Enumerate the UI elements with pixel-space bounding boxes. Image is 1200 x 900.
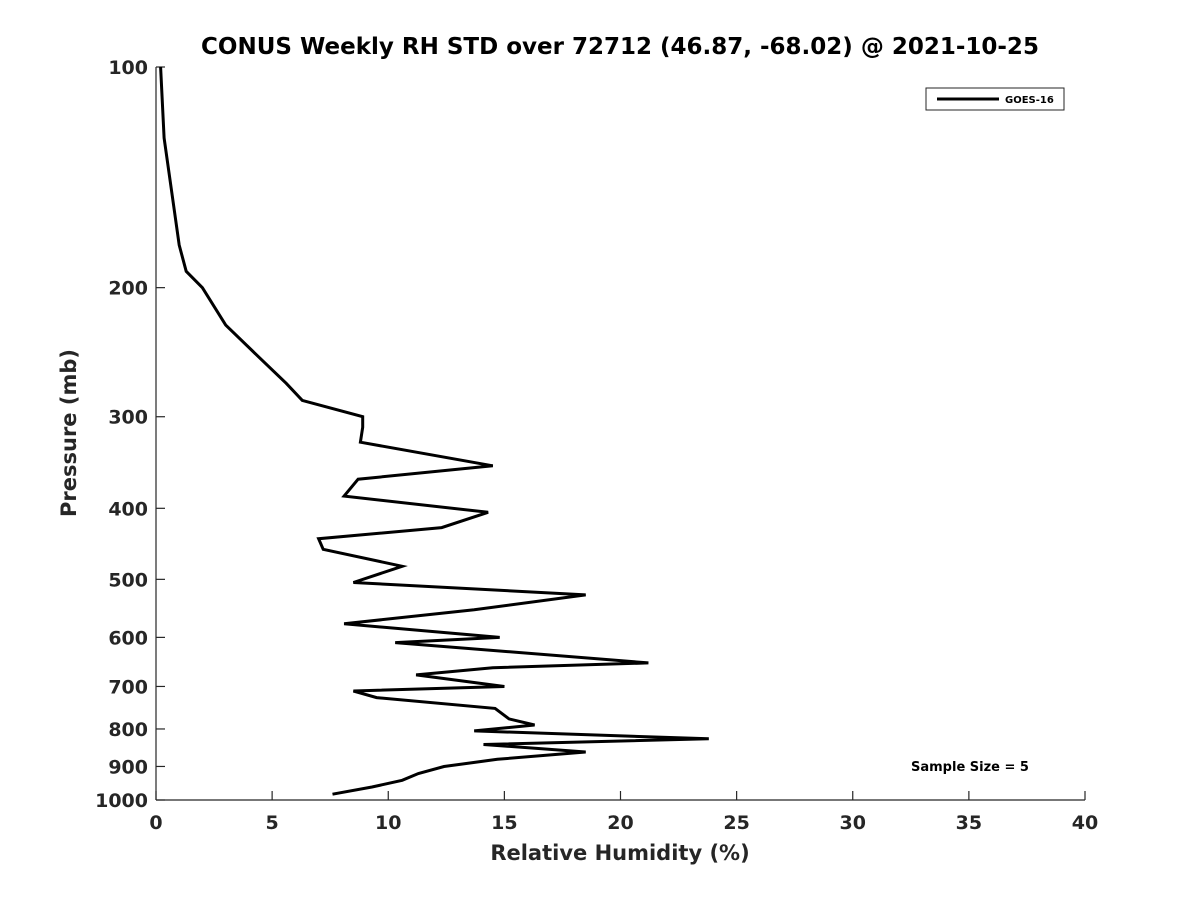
y-tick-label-300: 300: [108, 407, 148, 429]
x-tick-label-40: 40: [1072, 812, 1098, 834]
y-tick-label-800: 800: [108, 719, 148, 741]
y-tick-label-100: 100: [108, 57, 148, 79]
x-tick-label-5: 5: [266, 812, 279, 834]
y-tick-label-400: 400: [108, 498, 148, 520]
y-tick-label-500: 500: [108, 569, 148, 591]
x-tick-label-30: 30: [840, 812, 866, 834]
sample-size-annotation: Sample Size = 5: [911, 760, 1029, 775]
series-layer: [159, 66, 709, 796]
y-tick-label-1000: 1000: [95, 790, 148, 812]
series-line-goes-16: [159, 66, 709, 796]
legend: GOES-16: [925, 87, 1065, 111]
x-tick-label-0: 0: [149, 812, 162, 834]
chart-title: CONUS Weekly RH STD over 72712 (46.87, -…: [201, 34, 1039, 60]
y-tick-label-200: 200: [108, 278, 148, 300]
y-tick-label-700: 700: [108, 676, 148, 698]
y-tick-label-900: 900: [108, 756, 148, 778]
x-tick-label-15: 15: [491, 812, 517, 834]
legend-label-goes-16: GOES-16: [1005, 95, 1054, 106]
y-tick-label-600: 600: [108, 627, 148, 649]
y-ticks: 100 200 300 400 500 600 700 800 900 1000: [95, 57, 165, 812]
x-tick-label-35: 35: [956, 812, 982, 834]
x-axis-label: Relative Humidity (%): [490, 841, 749, 865]
y-axis-label: Pressure (mb): [57, 349, 81, 517]
x-tick-label-25: 25: [723, 812, 749, 834]
x-tick-label-10: 10: [375, 812, 401, 834]
x-tick-label-20: 20: [607, 812, 633, 834]
x-ticks: 0 5 10 15 20 25 30 35 40: [149, 791, 1098, 834]
